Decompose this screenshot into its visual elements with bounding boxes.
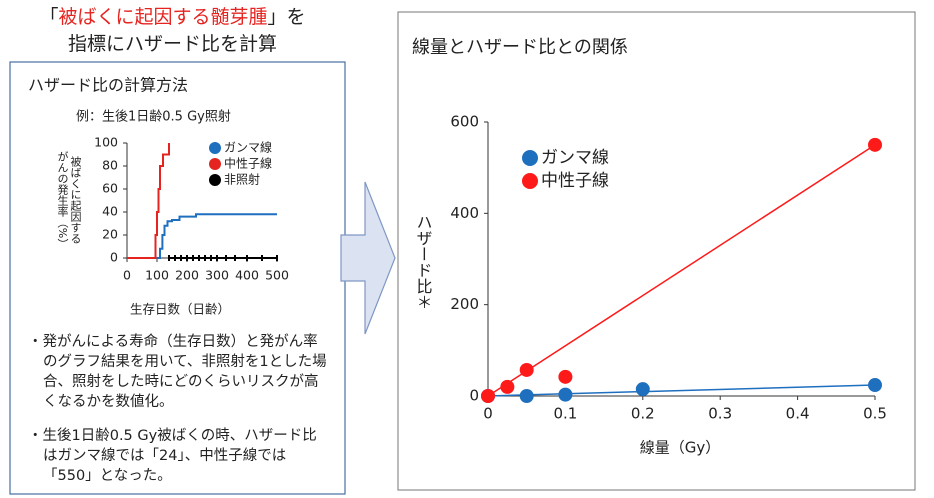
legend-marker (209, 174, 221, 186)
point (500, 379, 515, 394)
note: ・発がんによる寿命（生存日数）と発がん率のグラフ結果を用いて、非照射を1とした場… (28, 334, 327, 410)
y-tick-label: 400 (450, 204, 479, 222)
legend-label: 中性子線 (224, 156, 272, 171)
x-axis-label: 生存日数（日齢） (130, 302, 230, 317)
y-tick-label: 0 (469, 387, 479, 405)
heading-text: 「 (39, 6, 59, 28)
heading-highlight: 被ばくに起因する髄芽腫 (58, 6, 268, 28)
chart-title: 線量とハザード比との関係 (412, 37, 628, 58)
legend-label: ガンマ線 (224, 140, 272, 155)
heading-text: 指標にハザード比を計算 (67, 33, 277, 55)
heading-text: 」を (267, 6, 306, 28)
legend-marker (522, 150, 538, 166)
note: ・生後1日齢0.5 Gy被ばくの時、ハザード比はガンマ線では「24」、中性子線で… (28, 428, 317, 484)
x-tick-label: 200 (175, 268, 199, 283)
legend-marker (522, 173, 538, 189)
arrow (340, 181, 396, 335)
point (868, 137, 882, 152)
heading: 「被ばくに起因する髄芽腫」を 指標にハザード比を計算 (0, 4, 345, 58)
x-tick-label: 300 (205, 268, 229, 283)
legend-marker (209, 158, 221, 170)
point (868, 378, 882, 393)
left-panel (9, 61, 346, 495)
notes: ・発がんによる寿命（生存日数）と発がん率のグラフ結果を用いて、非照射を1とした場… (28, 332, 328, 498)
trend-line (487, 384, 876, 397)
point (558, 387, 573, 402)
y-tick-label: 100 (94, 135, 118, 150)
y-tick-label: 0 (110, 250, 118, 265)
x-axis-label: 線量（Gy） (640, 439, 721, 457)
x-tick-label: 0.5 (863, 405, 887, 423)
legend-marker (209, 142, 221, 154)
point (519, 362, 534, 377)
y-tick-label: 200 (450, 295, 479, 313)
x-tick-label: 0.1 (553, 405, 577, 423)
y-tick-label: 60 (102, 181, 118, 196)
x-tick-label: 0 (123, 268, 131, 283)
x-tick-label: 500 (265, 268, 289, 283)
legend-label: ガンマ線 (541, 148, 609, 168)
x-tick-label: 0.3 (708, 405, 732, 423)
trend-line (487, 144, 876, 397)
y-axis-label: 被ばくに起因する (69, 156, 82, 244)
legend-label: 非照射 (224, 172, 260, 187)
example: 例：生後1日齢0.5 Gy照射 (76, 109, 231, 125)
x-tick-label: 0.4 (786, 405, 810, 423)
y-axis-label: ハザード比＊ (414, 214, 433, 310)
point (481, 389, 495, 403)
y-axis-label: がんの発生率（%） (56, 150, 69, 249)
step-line (127, 143, 170, 259)
x-tick-label: 0 (483, 405, 493, 423)
x-tick-label: 100 (145, 268, 169, 283)
x-tick-label: 0.2 (631, 405, 655, 423)
point (635, 382, 650, 397)
panel-title: ハザード比の計算方法 (28, 76, 188, 95)
y-tick-label: 80 (102, 158, 118, 173)
legend-label: 中性子線 (541, 171, 609, 191)
x-tick-label: 400 (235, 268, 259, 283)
step-line (127, 213, 277, 259)
y-tick-label: 20 (102, 227, 118, 242)
point (558, 369, 573, 384)
y-tick-label: 40 (102, 204, 118, 219)
y-tick-label: 600 (450, 113, 479, 131)
right-panel (397, 11, 916, 491)
point (519, 389, 534, 403)
